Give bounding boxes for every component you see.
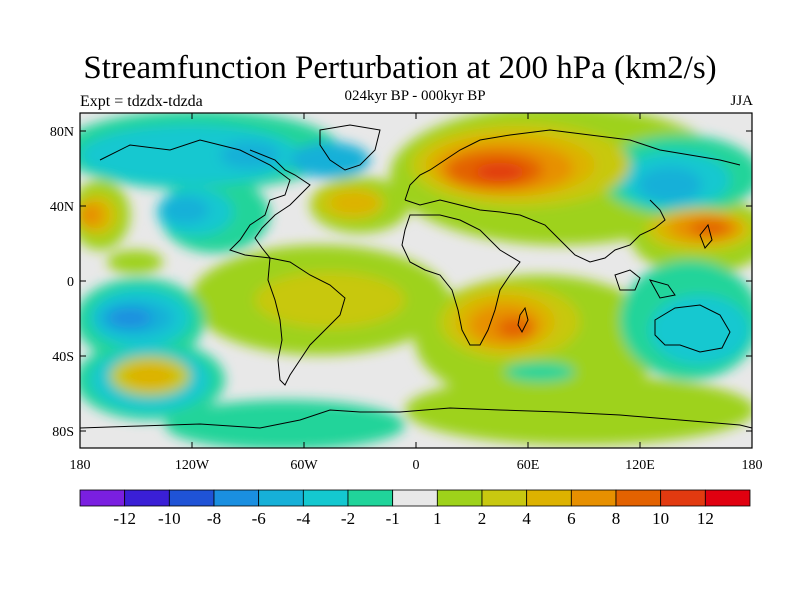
lat-tick-label: 40N (50, 200, 74, 215)
colorbar-label: 12 (697, 509, 714, 528)
lon-tick-label: 60W (290, 458, 318, 473)
colorbar-swatch (347, 489, 394, 507)
experiment-label: Expt = tdzdx-tdzda (80, 93, 203, 110)
colorbar-label: 10 (652, 509, 669, 528)
colorbar-swatch (570, 489, 617, 507)
colorbar-swatch (436, 489, 483, 507)
lon-tick-label: 0 (413, 458, 420, 473)
colorbar-label: 1 (433, 509, 442, 528)
lon-tick-label: 120E (625, 458, 655, 473)
lat-tick-label: 40S (52, 350, 74, 365)
lon-tick-label: 180 (742, 458, 763, 473)
lat-tick-label: 0 (67, 275, 74, 290)
colorbar-swatch (302, 489, 349, 507)
lon-tick-label: 180 (70, 458, 91, 473)
colorbar-label: -8 (207, 509, 221, 528)
lon-tick-label: 120W (175, 458, 210, 473)
plot-subtitle: 024kyr BP - 000kyr BP (344, 88, 486, 104)
colorbar-swatch (79, 489, 126, 507)
colorbar-label: -4 (296, 509, 311, 528)
lon-tick-label: 60E (517, 458, 540, 473)
coastlines (80, 124, 752, 429)
colorbar-swatch (481, 489, 528, 507)
colorbar-label: -1 (386, 509, 400, 528)
colorbar-label: 8 (612, 509, 621, 528)
colorbar-swatch (660, 489, 706, 507)
colorbar-swatch (258, 489, 304, 507)
colorbar-swatch (392, 489, 438, 507)
latitude-axis: 80N 40N 0 40S 80S (50, 125, 752, 440)
colorbar-label: -6 (252, 509, 266, 528)
colorbar-swatch (168, 489, 215, 507)
colorbar-label: -2 (341, 509, 355, 528)
season-label: JJA (730, 93, 753, 109)
colorbar-label: 2 (478, 509, 487, 528)
shaded-contours (80, 113, 752, 448)
lat-tick-label: 80N (50, 125, 74, 140)
colorbar-swatch (526, 489, 572, 507)
colorbar-swatch (213, 489, 260, 507)
colorbar-label: 4 (522, 509, 531, 528)
colorbar: -12 -10 -8 -6 -4 -2 -1 1 2 4 6 8 10 12 (79, 489, 751, 528)
longitude-axis: 180 120W 60W 0 60E 120E 180 (70, 113, 763, 473)
colorbar-swatch (615, 489, 662, 507)
colorbar-swatch (124, 489, 170, 507)
contour-field (80, 113, 752, 448)
plot-title: Streamfunction Perturbation at 200 hPa (… (83, 50, 717, 86)
colorbar-swatch (704, 489, 751, 507)
colorbar-label: -12 (113, 509, 136, 528)
colorbar-label: -10 (158, 509, 181, 528)
lat-tick-label: 80S (52, 425, 74, 440)
colorbar-label: 6 (567, 509, 576, 528)
